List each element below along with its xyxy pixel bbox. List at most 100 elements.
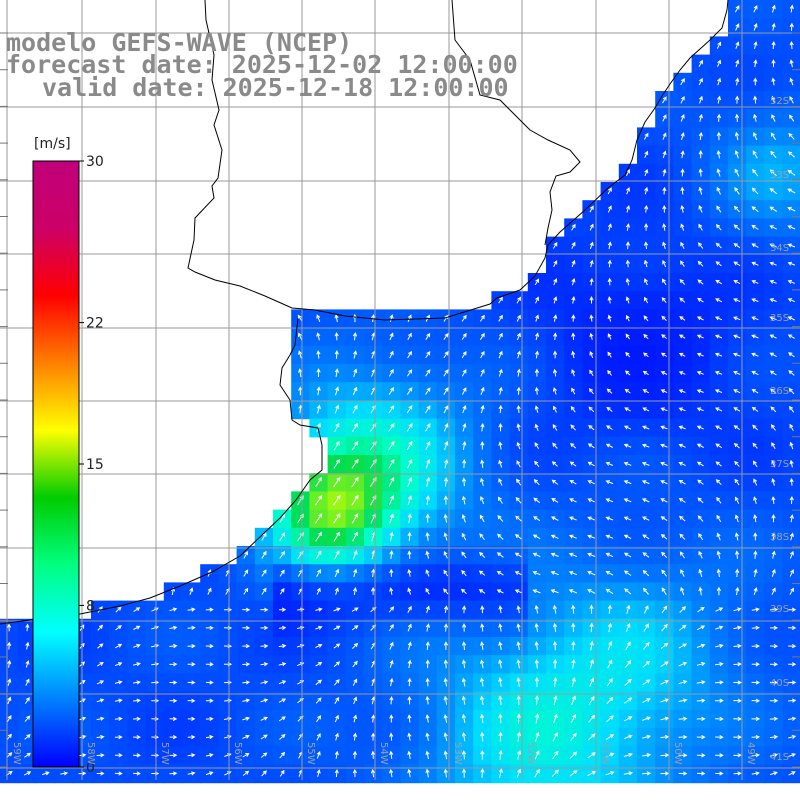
wind-arrow bbox=[24, 752, 32, 758]
wind-arrow bbox=[479, 551, 486, 558]
wind-arrow bbox=[589, 223, 594, 231]
wind-arrow bbox=[769, 279, 777, 284]
wind-arrow bbox=[679, 515, 686, 522]
wind-arrow bbox=[389, 332, 394, 341]
wind-arrow bbox=[516, 332, 521, 341]
wind-arrow bbox=[496, 589, 504, 594]
wind-arrow bbox=[260, 752, 268, 758]
wind-arrow bbox=[733, 243, 741, 249]
wind-arrow bbox=[716, 550, 721, 559]
wind-arrow bbox=[623, 734, 633, 740]
wind-arrow bbox=[353, 568, 358, 578]
wind-arrow bbox=[660, 753, 670, 758]
wind-arrow bbox=[770, 406, 777, 413]
wind-arrow bbox=[587, 752, 596, 759]
longitude-labels: 59W 58W 57W 56W 55W 54W 53W 52W 51W 50W 49W bbox=[11, 742, 756, 765]
wind-arrow bbox=[697, 515, 704, 522]
wind-arrow bbox=[753, 568, 758, 578]
wind-arrow bbox=[187, 680, 196, 685]
wind-arrow bbox=[641, 461, 650, 466]
wind-arrow bbox=[443, 623, 449, 632]
wind-arrow bbox=[644, 186, 649, 195]
wind-arrow bbox=[697, 242, 704, 249]
wind-arrow bbox=[279, 532, 286, 541]
wind-arrow bbox=[461, 677, 466, 687]
wind-arrow bbox=[606, 388, 613, 394]
wind-arrow bbox=[660, 680, 670, 685]
wind-arrow bbox=[788, 771, 796, 776]
wind-arrow bbox=[333, 643, 341, 649]
wind-arrow bbox=[315, 697, 322, 704]
wind-arrow bbox=[769, 680, 779, 685]
wind-arrow bbox=[751, 334, 759, 339]
wind-arrow bbox=[714, 698, 724, 703]
wind-arrow bbox=[770, 150, 777, 159]
wind-arrow bbox=[698, 95, 703, 104]
colorbar-gradient bbox=[32, 160, 80, 768]
wind-arrow bbox=[114, 734, 123, 740]
wind-arrow bbox=[642, 552, 650, 558]
wind-arrow bbox=[644, 168, 649, 177]
wind-arrow bbox=[132, 662, 141, 667]
wind-arrow bbox=[425, 750, 430, 760]
wind-arrow bbox=[624, 678, 632, 686]
wind-arrow bbox=[660, 407, 668, 412]
wind-arrow bbox=[498, 368, 503, 377]
wind-arrow bbox=[623, 425, 632, 430]
wind-arrow bbox=[680, 223, 685, 231]
wind-arrow bbox=[535, 713, 540, 724]
wind-arrow bbox=[678, 643, 688, 649]
wind-arrow bbox=[769, 734, 779, 740]
wind-arrow bbox=[733, 643, 742, 649]
wind-arrow bbox=[298, 332, 303, 341]
wind-arrow bbox=[552, 387, 557, 395]
wind-arrow bbox=[169, 698, 178, 703]
wind-arrow bbox=[352, 750, 358, 759]
wind-arrow bbox=[571, 296, 576, 304]
wind-arrow bbox=[169, 625, 178, 630]
wind-arrow bbox=[698, 150, 703, 159]
wind-arrow bbox=[96, 680, 105, 685]
wind-arrow bbox=[678, 771, 688, 776]
wind-arrow bbox=[680, 150, 685, 159]
wind-arrow bbox=[316, 404, 321, 414]
wind-arrow bbox=[642, 587, 649, 595]
wind-arrow bbox=[607, 277, 612, 286]
wind-arrow bbox=[407, 513, 412, 524]
wind-arrow bbox=[587, 461, 595, 467]
wind-arrow bbox=[787, 261, 796, 266]
wind-arrow bbox=[388, 624, 394, 632]
wind-arrow bbox=[696, 425, 704, 430]
wind-arrow bbox=[389, 513, 394, 524]
wind-arrow bbox=[678, 680, 688, 685]
colorbar-tick-label: 0 bbox=[86, 760, 95, 776]
wind-arrow bbox=[643, 223, 649, 231]
wind-arrow bbox=[623, 443, 632, 448]
wind-arrow bbox=[443, 605, 449, 614]
wind-arrow bbox=[316, 769, 321, 778]
wind-arrow bbox=[571, 695, 576, 706]
wind-arrow bbox=[788, 387, 795, 395]
wind-arrow bbox=[589, 369, 594, 377]
wind-arrow bbox=[679, 533, 686, 540]
wind-arrow bbox=[389, 696, 394, 705]
wind-arrow bbox=[6, 623, 12, 632]
wind-arrow bbox=[425, 332, 431, 340]
wind-arrow bbox=[733, 280, 741, 285]
wind-arrow bbox=[733, 753, 742, 758]
wind-arrow bbox=[496, 552, 504, 558]
wind-arrow bbox=[516, 731, 522, 742]
wind-arrow bbox=[607, 314, 612, 322]
wind-arrow bbox=[443, 495, 448, 505]
wind-arrow bbox=[733, 734, 742, 740]
wind-arrow bbox=[242, 753, 250, 758]
wind-arrow bbox=[96, 698, 105, 703]
wind-arrow bbox=[279, 587, 285, 595]
wind-arrow bbox=[516, 677, 521, 687]
wind-arrow bbox=[734, 113, 740, 122]
wind-arrow bbox=[623, 516, 632, 521]
wind-arrow bbox=[697, 297, 704, 303]
wind-arrow bbox=[551, 461, 558, 467]
wind-arrow bbox=[587, 516, 595, 521]
wind-arrow bbox=[24, 715, 31, 722]
